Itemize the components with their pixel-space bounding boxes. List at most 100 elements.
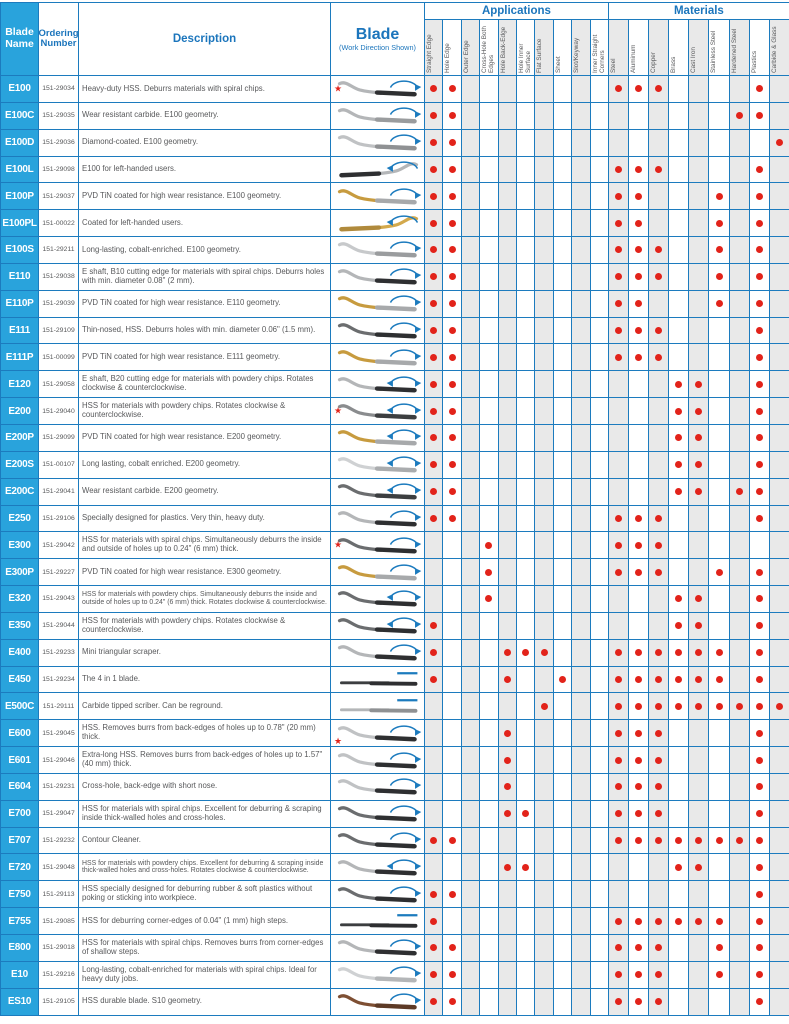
material-dot [715, 192, 723, 200]
material-cell [608, 183, 630, 211]
material-dot [755, 675, 763, 683]
blade-shape [337, 779, 417, 795]
application-cell [443, 451, 462, 479]
blade-image [331, 344, 425, 372]
material-dot [614, 541, 622, 549]
application-cell [443, 237, 462, 264]
application-cell [498, 639, 517, 667]
application-cell [516, 908, 536, 935]
table-row-e200: E200 151-29040 HSS for materials with powd… [1, 398, 789, 425]
material-cell [649, 344, 670, 372]
application-cell [461, 935, 481, 962]
application-dot [448, 971, 456, 979]
application-dot [430, 971, 438, 979]
material-cell [749, 773, 770, 801]
application-cell [572, 505, 591, 533]
material-cell [749, 881, 770, 909]
blade-shape [337, 886, 417, 903]
application-cell [443, 532, 462, 560]
material-cell [649, 800, 670, 828]
material-dot [655, 944, 663, 952]
application-cell [553, 908, 573, 935]
material-cell [729, 935, 750, 962]
material-dot [695, 702, 703, 710]
ordering-number: 151-29233 [39, 639, 79, 667]
application-cell [516, 935, 536, 962]
ordering-number: 151-29018 [39, 935, 79, 962]
application-cell [572, 693, 591, 721]
material-cell [689, 102, 710, 130]
material-cell [749, 827, 770, 855]
table-row-e601: E601 151-29046 Extra-long HSS. Removes bur… [1, 747, 789, 774]
material-dot [614, 702, 622, 710]
application-cell [425, 800, 444, 828]
material-cell [709, 478, 730, 506]
material-dot [635, 85, 643, 93]
application-cell [425, 156, 444, 184]
application-cell [443, 881, 462, 909]
application-cell [498, 612, 517, 640]
material-dot [695, 461, 703, 469]
material-dot [755, 756, 763, 764]
material-cell [669, 237, 690, 264]
material-cell [729, 881, 750, 909]
material-cell [608, 693, 630, 721]
blade-shape [337, 135, 417, 151]
application-dot [448, 139, 456, 147]
material-cell [689, 183, 710, 211]
material-cell [749, 156, 770, 184]
column-header-aluminum: Aluminum [629, 20, 650, 76]
material-cell [629, 612, 650, 640]
blade-name: E400 [1, 639, 39, 667]
material-cell [689, 908, 710, 935]
material-dot [614, 273, 622, 281]
application-dot [503, 649, 511, 657]
material-dot [655, 702, 663, 710]
material-dot [655, 675, 663, 683]
material-cell [709, 639, 730, 667]
material-cell [629, 559, 650, 587]
blade-image [331, 908, 425, 935]
application-cell [553, 344, 573, 372]
application-cell [480, 988, 499, 1016]
material-dot [655, 649, 663, 657]
blade-shape [337, 752, 417, 768]
material-cell [769, 720, 789, 748]
material-cell [749, 988, 770, 1016]
material-cell [649, 156, 670, 184]
application-cell [535, 102, 554, 130]
application-cell [535, 747, 554, 774]
application-cell [535, 693, 554, 721]
material-cell [669, 693, 690, 721]
material-cell [729, 666, 750, 694]
column-header-label: Slot/Keyway [573, 37, 581, 73]
application-cell [572, 102, 591, 130]
material-dot [715, 246, 723, 254]
application-cell [516, 290, 536, 318]
application-dot [430, 85, 438, 93]
blade-image [331, 854, 425, 882]
application-cell [443, 720, 462, 748]
material-dot [695, 407, 703, 415]
material-cell [749, 639, 770, 667]
material-cell [689, 156, 710, 184]
material-cell [629, 344, 650, 372]
ordering-number: 151-29113 [39, 881, 79, 909]
application-cell [498, 263, 517, 291]
column-header-plastics: Plastics [749, 20, 770, 76]
table-row-e111: E111 151-29109 Thin-nosed, HSS. Deburrs ho… [1, 317, 789, 345]
material-cell [689, 129, 710, 157]
application-dot [430, 407, 438, 415]
blade-name: E111P [1, 344, 39, 372]
material-cell [608, 451, 630, 479]
material-cell [689, 586, 710, 613]
material-dot [695, 917, 703, 925]
material-dot [755, 434, 763, 442]
material-cell [729, 854, 750, 882]
material-cell [769, 988, 789, 1016]
material-cell [709, 720, 730, 748]
application-dot [448, 488, 456, 496]
application-cell [425, 693, 444, 721]
